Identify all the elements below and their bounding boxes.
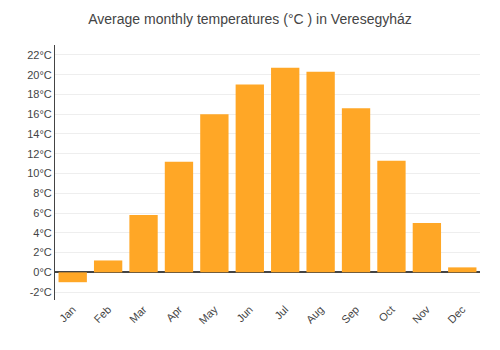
svg-text:14°C: 14°C bbox=[27, 128, 52, 140]
svg-text:Dec: Dec bbox=[445, 303, 468, 326]
svg-text:May: May bbox=[197, 303, 221, 327]
svg-text:Mar: Mar bbox=[127, 303, 149, 325]
svg-text:0°C: 0°C bbox=[33, 266, 52, 278]
svg-text:Aug: Aug bbox=[304, 303, 326, 325]
svg-text:2°C: 2°C bbox=[33, 246, 52, 258]
svg-text:6°C: 6°C bbox=[33, 207, 52, 219]
svg-text:20°C: 20°C bbox=[27, 69, 52, 81]
svg-text:Oct: Oct bbox=[376, 303, 397, 324]
svg-text:10°C: 10°C bbox=[27, 167, 52, 179]
svg-text:-2°C: -2°C bbox=[30, 286, 52, 298]
svg-text:Jan: Jan bbox=[57, 303, 78, 324]
svg-text:Jun: Jun bbox=[234, 303, 255, 324]
svg-text:Jul: Jul bbox=[272, 303, 290, 321]
svg-text:22°C: 22°C bbox=[27, 49, 52, 61]
svg-text:18°C: 18°C bbox=[27, 88, 52, 100]
svg-text:Apr: Apr bbox=[164, 303, 185, 324]
svg-text:4°C: 4°C bbox=[33, 227, 52, 239]
svg-text:8°C: 8°C bbox=[33, 187, 52, 199]
svg-text:12°C: 12°C bbox=[27, 148, 52, 160]
svg-text:16°C: 16°C bbox=[27, 108, 52, 120]
svg-text:Nov: Nov bbox=[410, 303, 433, 326]
svg-text:Average monthly temperatures (: Average monthly temperatures (°C ) in Ve… bbox=[88, 11, 412, 27]
svg-text:Sep: Sep bbox=[339, 303, 361, 325]
svg-text:Feb: Feb bbox=[92, 303, 114, 325]
